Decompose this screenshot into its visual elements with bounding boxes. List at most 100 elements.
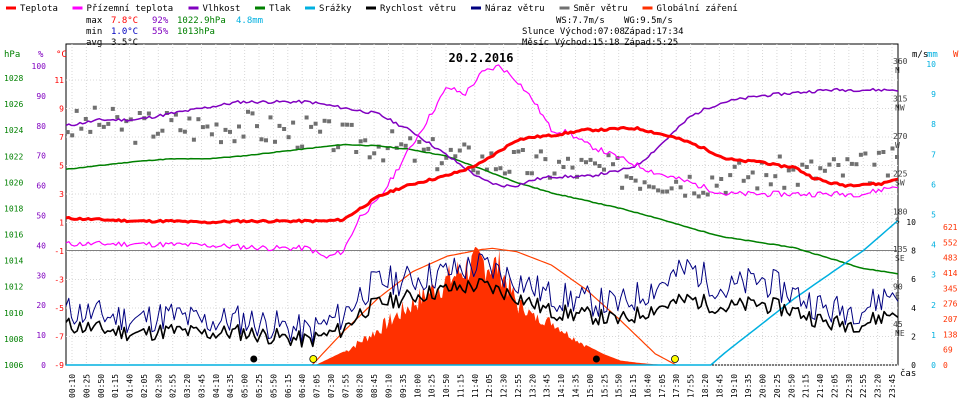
wind-dir-point xyxy=(173,112,178,117)
wind-dir-point xyxy=(79,126,84,131)
wind-dir-point xyxy=(255,124,259,129)
moon-rise: Měsíc Východ:15:18 xyxy=(522,38,620,48)
wind-dir-point xyxy=(642,180,647,185)
legend: Teplota Přízemní teplota Vlhkost Tlak Srážky… xyxy=(6,4,738,14)
wind-dir-point xyxy=(471,168,476,173)
wind-dir-point xyxy=(191,137,196,142)
wind-dir-point xyxy=(773,174,778,179)
wind-dir-point xyxy=(336,145,341,150)
wind-dir-point xyxy=(273,139,277,144)
wind-dir-point xyxy=(457,148,462,153)
wind-dir-point xyxy=(701,190,706,195)
wind-dir-cardinal-label: E xyxy=(895,291,900,300)
wind-dir-point xyxy=(219,140,223,145)
x-tick-label: 18:20 xyxy=(701,374,710,398)
wind-dir-point xyxy=(119,127,124,132)
temperature-tick-label: 3 xyxy=(59,190,64,199)
wind-dir-point xyxy=(137,111,142,115)
wind-dir-point xyxy=(146,111,151,116)
wind-dir-point xyxy=(282,127,287,131)
x-tick-label: 11:40 xyxy=(471,374,480,398)
chart-title: 20.2.2016 xyxy=(448,51,513,65)
marker-layer xyxy=(250,355,679,363)
x-tick-label: 23:45 xyxy=(888,374,897,398)
humidity-tick-label: 90 xyxy=(36,92,46,101)
wind-dir-point xyxy=(863,151,868,156)
x-tick-label: 08:45 xyxy=(370,374,379,398)
wind-dir-point xyxy=(300,144,305,149)
rain-tick-label: 3 xyxy=(931,271,936,280)
wind-dir-point xyxy=(403,143,408,148)
wind-dir-tick-label: 360 xyxy=(893,57,908,66)
wind-dir-point xyxy=(809,159,814,164)
wind-dir-point xyxy=(647,184,652,189)
wind-dir-point xyxy=(340,122,345,127)
wind-dir-point xyxy=(538,149,543,154)
unit-hpa: hPa xyxy=(4,50,20,60)
wind-dir-cardinal-label: NE xyxy=(895,329,905,338)
wind-dir-point xyxy=(205,124,210,129)
wind-dir-point xyxy=(629,176,634,180)
rain-tick-label: 7 xyxy=(931,150,936,159)
rain-tick-label: 5 xyxy=(931,211,936,220)
x-tick-label: 04:35 xyxy=(226,374,235,398)
temperature-tick-label: -9 xyxy=(54,361,64,370)
x-tick-label: 21:15 xyxy=(802,374,811,398)
wind-dir-point xyxy=(678,185,683,190)
temperature-tick-label: 1 xyxy=(59,219,64,228)
wind-tick-label: 6 xyxy=(911,275,916,284)
radiation-tick-label: 138 xyxy=(943,330,958,339)
wind-dir-point xyxy=(737,160,742,165)
wind-dir-point xyxy=(800,162,805,167)
wind-dir-point xyxy=(831,157,836,162)
stats-min-label: min xyxy=(86,27,102,37)
x-tick-label: 19:35 xyxy=(744,374,753,398)
series-vlhkost xyxy=(65,87,899,188)
wind-dir-point xyxy=(795,182,800,187)
wind-dir-point xyxy=(827,162,832,167)
wind-dir-point xyxy=(732,164,737,169)
wind-dir-point xyxy=(854,162,859,167)
wind-dir-point xyxy=(228,129,232,134)
radiation-tick-label: 0 xyxy=(943,361,948,370)
wind-dir-point xyxy=(209,132,214,137)
wind-dir-point xyxy=(552,171,557,176)
unit-mm: mm xyxy=(927,50,938,60)
radiation-tick-label: 69 xyxy=(943,346,953,355)
x-tick-label: 12:05 xyxy=(485,374,494,398)
moonset-marker xyxy=(250,355,258,363)
wind-dir-point xyxy=(786,168,791,173)
x-tick-label: 02:55 xyxy=(169,374,178,398)
wind-dir-point xyxy=(674,179,679,184)
wind-dir-point xyxy=(651,185,656,190)
wind-dir-point xyxy=(719,177,724,181)
temperature-tick-label: -3 xyxy=(54,276,64,285)
pressure-tick-label: 1026 xyxy=(4,100,23,109)
wind-dir-point xyxy=(331,148,336,153)
humidity-tick-label: 70 xyxy=(36,152,46,161)
legend-item-label: Vlhkost xyxy=(203,4,241,14)
wind-dir-point xyxy=(597,164,602,168)
humidity-tick-label: 60 xyxy=(36,182,46,191)
wind-dir-point xyxy=(246,109,250,114)
wind-dir-point xyxy=(133,140,138,145)
wind-dir-point xyxy=(529,171,534,176)
wind-dir-point xyxy=(714,183,719,188)
wind-dir-point xyxy=(187,116,192,121)
x-tick-label: 13:20 xyxy=(528,374,537,398)
series-přízemní-teplota xyxy=(65,64,899,259)
x-tick-label: 00:10 xyxy=(68,374,77,398)
wind-dir-point xyxy=(214,122,219,127)
rain-tick-label: 4 xyxy=(931,241,936,250)
temperature-tick-label: -5 xyxy=(54,304,64,313)
wind-dir-point xyxy=(876,150,881,155)
wind-dir-point xyxy=(435,167,440,172)
wind-dir-point xyxy=(160,128,165,133)
x-tick-label: 07:30 xyxy=(327,374,336,398)
wind-dir-point xyxy=(849,161,854,166)
wind-dir-point xyxy=(561,165,566,169)
pressure-tick-label: 1006 xyxy=(4,361,23,370)
wind-dir-point xyxy=(354,150,359,154)
wind-dir-point xyxy=(385,146,390,151)
wind-dir-cardinal-label: S xyxy=(895,216,900,225)
